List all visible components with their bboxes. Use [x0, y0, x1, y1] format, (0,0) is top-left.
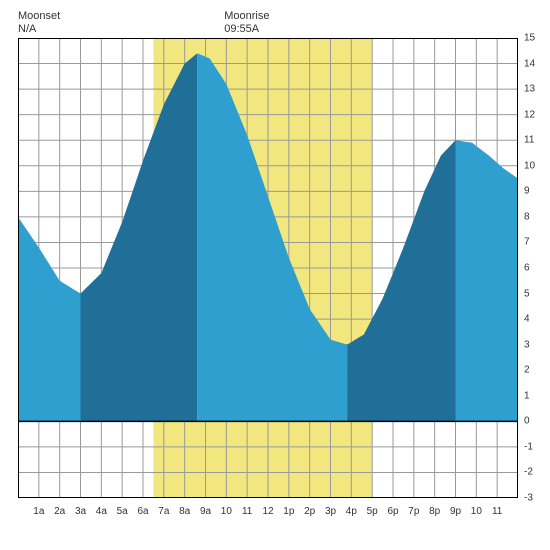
x-tick: 1p: [283, 506, 294, 517]
y-axis: -3-2-10123456789101112131415: [520, 38, 542, 498]
y-tick: -1: [524, 441, 533, 452]
x-tick: 8p: [429, 506, 440, 517]
y-tick: 8: [524, 211, 530, 222]
y-tick: 3: [524, 339, 530, 350]
y-tick: 6: [524, 263, 530, 274]
x-tick: 2p: [304, 506, 315, 517]
x-tick: 5a: [117, 506, 128, 517]
y-tick: 11: [524, 135, 534, 146]
x-tick: 8a: [179, 506, 190, 517]
x-tick: 6a: [137, 506, 148, 517]
y-tick: 13: [524, 84, 535, 95]
moonset-value: N/A: [18, 23, 60, 36]
x-tick: 1a: [33, 506, 44, 517]
moonrise-label: Moonrise 09:55A: [224, 10, 269, 36]
x-tick: 9p: [450, 506, 461, 517]
x-tick: 3p: [325, 506, 336, 517]
x-axis: 1a 2a 3a 4a 5a 6a 7a 8a 9a 10 11 12 1p 2p 3p 4p 5p 6p 7p 8p…: [18, 502, 518, 522]
x-tick: 2a: [54, 506, 65, 517]
x-tick: 10: [471, 506, 482, 517]
x-tick: 11: [492, 506, 502, 517]
x-tick: 7p: [408, 506, 419, 517]
x-tick: 7a: [158, 506, 169, 517]
y-tick: 5: [524, 288, 530, 299]
x-tick: 12: [262, 506, 273, 517]
x-tick: 6p: [387, 506, 398, 517]
x-tick: 4p: [346, 506, 357, 517]
y-tick: 2: [524, 365, 530, 376]
y-tick: -3: [524, 493, 533, 504]
tide-chart: Moonset N/A Moonrise 09:55A 1a 2a 3a 4a 5a 6a…: [10, 10, 540, 540]
y-tick: 1: [524, 390, 530, 401]
y-tick: 7: [524, 237, 530, 248]
x-tick: 3a: [75, 506, 86, 517]
moonset-title: Moonset: [18, 10, 60, 23]
x-tick: 11: [242, 506, 252, 517]
y-tick: 12: [524, 109, 535, 120]
y-tick: 10: [524, 160, 535, 171]
y-tick: 15: [524, 33, 535, 44]
x-tick: 10: [221, 506, 232, 517]
x-tick: 5p: [367, 506, 378, 517]
moonrise-value: 09:55A: [224, 23, 269, 36]
moonrise-title: Moonrise: [224, 10, 269, 23]
x-tick: 9a: [200, 506, 211, 517]
x-tick: 4a: [96, 506, 107, 517]
top-labels: Moonset N/A Moonrise 09:55A: [18, 10, 518, 38]
moonset-label: Moonset N/A: [18, 10, 60, 36]
y-tick: 14: [524, 58, 535, 69]
y-tick: 0: [524, 416, 530, 427]
y-tick: 9: [524, 186, 530, 197]
y-tick: -2: [524, 467, 533, 478]
y-tick: 4: [524, 314, 530, 325]
plot-svg: [18, 38, 518, 498]
plot-area: [18, 38, 518, 498]
